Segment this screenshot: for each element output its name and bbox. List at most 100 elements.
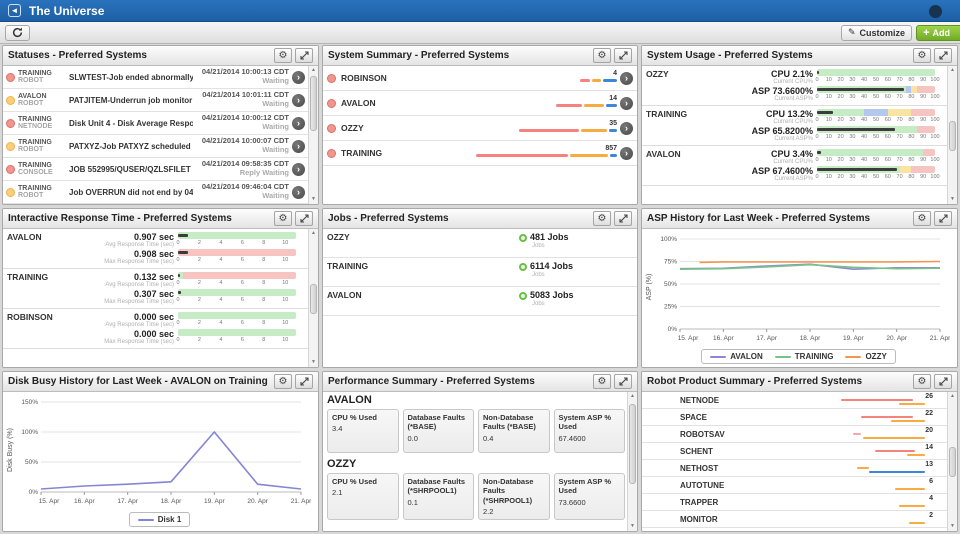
blue-bar (603, 79, 617, 82)
status-row[interactable]: TRAINING ROBOT Job OVERRUN did not end by … (3, 181, 308, 204)
red-severity-icon (327, 148, 336, 158)
settings-button[interactable]: ⚙ (274, 211, 292, 226)
panel-header[interactable]: System Usage - Preferred Systems ⚙ (642, 46, 957, 66)
gauge-row: ASP 67.4600% Current ASP% 0 10 20 30 40 50 60 70 8… (646, 166, 940, 182)
vertical-scrollbar[interactable]: ▲ ▼ (308, 229, 318, 367)
legend-item[interactable]: TRAINING (774, 352, 833, 361)
panel-header[interactable]: ASP History for Last Week - Preferred Sy… (642, 209, 957, 229)
scroll-down-icon[interactable]: ▼ (630, 523, 635, 529)
settings-button[interactable]: ⚙ (913, 211, 931, 226)
chevron-right-icon[interactable]: › (620, 96, 633, 110)
system-summary-row[interactable]: TRAINING 857 › (323, 141, 637, 166)
expand-button[interactable] (934, 374, 952, 389)
expand-button[interactable] (934, 211, 952, 226)
gauge-ticks: 0 2 4 6 8 10 (176, 337, 289, 343)
refresh-button[interactable] (5, 24, 30, 41)
panel-header[interactable]: Robot Product Summary - Preferred System… (642, 372, 957, 392)
settings-button[interactable]: ⚙ (593, 211, 611, 226)
legend-item[interactable]: AVALON (710, 352, 763, 361)
event-bars: 4 (580, 70, 617, 85)
system-summary-row[interactable]: AVALON 14 › (323, 91, 637, 116)
vertical-scrollbar[interactable]: ▲ ▼ (627, 392, 637, 531)
chevron-right-icon[interactable]: › (292, 70, 305, 84)
legend-item[interactable]: Disk 1 (137, 515, 181, 524)
add-button[interactable]: + Add (916, 24, 960, 41)
chevron-right-icon[interactable]: › (620, 71, 633, 85)
chevron-right-icon[interactable]: › (620, 146, 633, 160)
expand-button[interactable] (295, 374, 313, 389)
expand-button[interactable] (295, 48, 313, 63)
status-state: Waiting (262, 191, 289, 200)
expand-button[interactable] (614, 374, 632, 389)
status-row[interactable]: TRAINING NETNODE Disk Unit 4 - Disk Averag… (3, 112, 308, 135)
scrollbar-thumb[interactable] (629, 404, 636, 484)
system-summary-row[interactable]: ROBINSON 4 › (323, 66, 637, 91)
gauge: 0 10 20 30 40 50 60 70 80 90 100 (815, 126, 940, 141)
panel-header[interactable]: Interactive Response Time - Preferred Sy… (3, 209, 318, 229)
product-row: SCHENT 14 (642, 443, 947, 460)
panel-header[interactable]: Disk Busy History for Last Week - AVALON… (3, 372, 318, 392)
panel-header[interactable]: Jobs - Preferred Systems ⚙ (323, 209, 637, 229)
scroll-down-icon[interactable]: ▼ (311, 196, 316, 202)
vertical-scrollbar[interactable]: ▲ ▼ (947, 392, 957, 531)
settings-button[interactable]: ⚙ (274, 374, 292, 389)
gauge: 0 10 20 30 40 50 60 70 80 90 100 (815, 166, 940, 181)
scroll-up-icon[interactable]: ▲ (311, 67, 316, 73)
scrollbar-thumb[interactable] (949, 447, 956, 477)
chevron-right-icon[interactable]: › (620, 121, 633, 135)
expand-button[interactable] (295, 211, 313, 226)
scroll-up-icon[interactable]: ▲ (950, 393, 955, 399)
scroll-up-icon[interactable]: ▲ (950, 67, 955, 73)
status-row[interactable]: TRAINING ROBOT SLWTEST-Job ended abnormall… (3, 66, 308, 89)
scroll-down-icon[interactable]: ▼ (950, 523, 955, 529)
chevron-right-icon[interactable]: › (292, 185, 305, 199)
expand-button[interactable] (934, 48, 952, 63)
chart-legend: AVALON TRAINING OZZY (644, 349, 953, 364)
scroll-up-icon[interactable]: ▲ (311, 230, 316, 236)
chart-legend: Disk 1 (5, 512, 314, 527)
chevron-right-icon[interactable]: › (292, 139, 305, 153)
system-name: TRAINING (341, 148, 383, 158)
scroll-up-icon[interactable]: ▲ (630, 393, 635, 399)
gauge: 0 10 20 30 40 50 60 70 80 90 100 (815, 149, 940, 164)
metric-cell: Non-Database Faults (*SHRPOOL1) 2.2 (478, 473, 550, 521)
system-summary-row[interactable]: OZZY 35 › (323, 116, 637, 141)
settings-button[interactable]: ⚙ (274, 48, 292, 63)
status-row[interactable]: TRAINING ROBOT PATXYZ-Job PATXYZ scheduled… (3, 135, 308, 158)
settings-button[interactable]: ⚙ (593, 374, 611, 389)
scroll-down-icon[interactable]: ▼ (311, 359, 316, 365)
chevron-right-icon[interactable]: › (292, 116, 305, 130)
panel-header[interactable]: Statuses - Preferred Systems ⚙ (3, 46, 318, 66)
chevron-right-icon[interactable]: › (292, 93, 305, 107)
panel-header[interactable]: Performance Summary - Preferred Systems ⚙ (323, 372, 637, 392)
red-zone (178, 249, 296, 256)
scrollbar-thumb[interactable] (310, 76, 317, 131)
expand-icon (299, 214, 309, 223)
system-name: OZZY (327, 458, 357, 470)
settings-button[interactable]: ⚙ (593, 48, 611, 63)
product-name: ROBOTSAV (680, 429, 725, 439)
legend-item[interactable]: OZZY (845, 352, 887, 361)
vertical-scrollbar[interactable]: ▲ ▼ (308, 66, 318, 204)
scroll-down-icon[interactable]: ▼ (950, 196, 955, 202)
system-gauges: TRAINING CPU 13.2% Current CPU% 0 10 20 30 40 50… (642, 106, 947, 146)
settings-button[interactable]: ⚙ (913, 374, 931, 389)
scrollbar-thumb[interactable] (949, 121, 956, 151)
chevron-right-icon[interactable]: › (292, 162, 305, 176)
expand-button[interactable] (614, 48, 632, 63)
customize-button[interactable]: ✎ Customize (841, 24, 913, 41)
panel-header[interactable]: System Summary - Preferred Systems ⚙ (323, 46, 637, 66)
scrollbar-thumb[interactable] (310, 284, 317, 314)
expand-button[interactable] (614, 211, 632, 226)
vertical-scrollbar[interactable]: ▲ ▼ (947, 66, 957, 204)
status-row[interactable]: TRAINING CONSOLE JOB 552995/QUSER/QZLSFILE… (3, 158, 308, 181)
gauge-sublabel: Current CPU% (773, 159, 813, 165)
panel-title: Disk Busy History for Last Week - AVALON… (8, 376, 268, 387)
settings-button[interactable]: ⚙ (913, 48, 931, 63)
status-row[interactable]: AVALON ROBOT PATJITEM-Underrun job monitor… (3, 89, 308, 112)
blue-bar (609, 129, 617, 132)
system-gauges: AVALON CPU 3.4% Current CPU% 0 10 20 30 40 50 60 7… (642, 146, 947, 186)
back-icon[interactable]: ◄ (8, 4, 21, 17)
status-timestamp: 04/21/2014 10:00:13 CDT (201, 67, 289, 77)
panel-system-summary: System Summary - Preferred Systems ⚙ ROBIN… (322, 45, 638, 205)
